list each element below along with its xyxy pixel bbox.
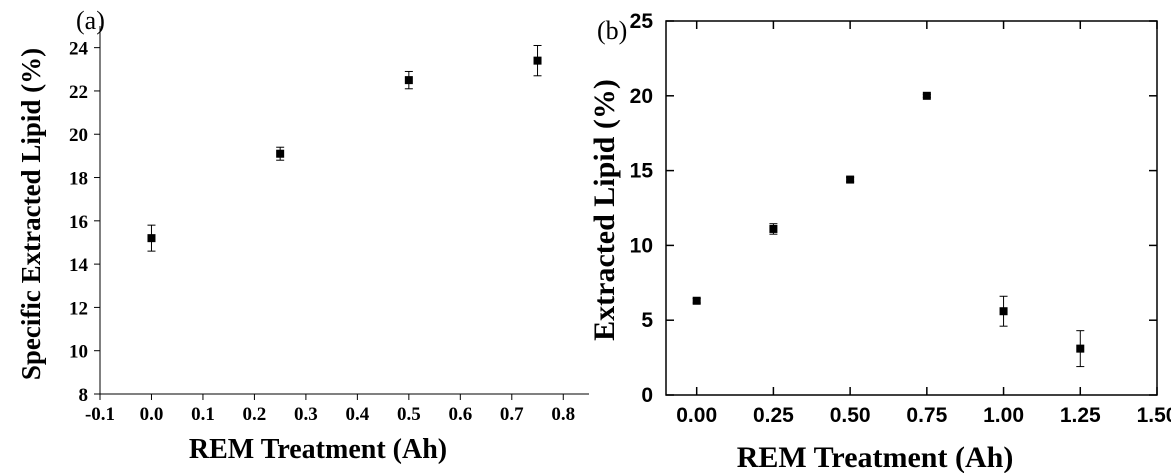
panel-b-frame [665,20,1158,396]
panel-b-data-point [692,296,701,305]
panel-a-data-point [147,234,156,243]
panel-a-x-tick-label: 0.0 [140,404,164,425]
panel-a-x-tick-label: 0.4 [345,404,369,425]
panel-a-x-tick-label: 0.7 [500,404,524,425]
panel-a-x-axis-label: REM Treatment (Ah) [189,434,447,465]
panel-a-y-tick-label: 18 [69,169,88,190]
panel-b-x-tick-label: 1.25 [1060,404,1101,427]
panel-b-y-tick-label: 0 [641,384,653,407]
panel-a-y-tick-label: 12 [69,298,88,319]
panel-a-y-tick-label: 10 [69,342,88,363]
panel-b-y-axis-label: Extracted Lipid (%) [588,79,621,341]
panel-b-y-tick-label: 5 [641,309,653,332]
panel-b-data-point [846,175,855,184]
panel-a-x-tick-label: 0.2 [243,404,267,425]
panel-b-data-point [769,224,778,233]
panel-b-x-tick-label: 1.00 [983,404,1024,427]
panel-b-x-tick-label: 0.25 [753,404,794,427]
panel-a-x-tick-label: 0.5 [397,404,421,425]
chart-panel-b: (b) 0.00 0.25 0.50 0.75 1.00 1.25 1.50 0 5 10 15 2… [588,10,1171,473]
panel-a-y-tick-label: 20 [69,125,88,146]
panel-a-x-tick-label: -0.1 [85,404,115,425]
chart-panel-a: (a) -0.1 0.0 0.1 0.2 0.3 0.4 0.5 0.6 0.7 0.8 8 10 1… [16,6,589,465]
panel-a-x-tick-label: 0.3 [294,404,318,425]
panel-a-x-tick-label: 0.1 [191,404,215,425]
panel-a-y-tick-label: 22 [69,82,88,103]
panel-a-label: (a) [76,6,105,35]
panel-b-x-tick-label: 0.50 [830,404,871,427]
panel-b-y-tick-label: 20 [630,85,653,108]
panel-a-x-tick-label: 0.6 [448,404,472,425]
panel-b-x-tick-label: 0.75 [906,404,947,427]
panel-a-y-tick-label: 24 [69,39,89,60]
panel-b-data-point [922,91,931,100]
panel-a-data-point [276,149,285,158]
panel-a-y-tick-label: 14 [69,255,89,276]
panel-b-x-tick-label: 1.50 [1137,404,1171,427]
panel-b-x-tick-label: 0.00 [676,404,717,427]
panel-b-data-point [1076,344,1085,353]
panel-b-y-tick-label: 15 [630,160,654,183]
panel-a-y-axis-label: Specific Extracted Lipid (%) [16,48,46,380]
panel-b-x-axis-label: REM Treatment (Ah) [737,441,1014,473]
panel-b-label: (b) [597,16,627,45]
panel-a-x-tick-label: 0.8 [551,404,575,425]
panel-a-y-tick-label: 8 [79,385,89,406]
panel-b-y-tick-label: 10 [630,234,653,257]
panel-a-y-tick-label: 16 [69,212,88,233]
panel-b-y-tick-label: 25 [630,10,654,33]
panel-b-data-point [999,307,1008,316]
panel-a-data-point [404,76,413,85]
panel-a-data-point [533,56,542,65]
